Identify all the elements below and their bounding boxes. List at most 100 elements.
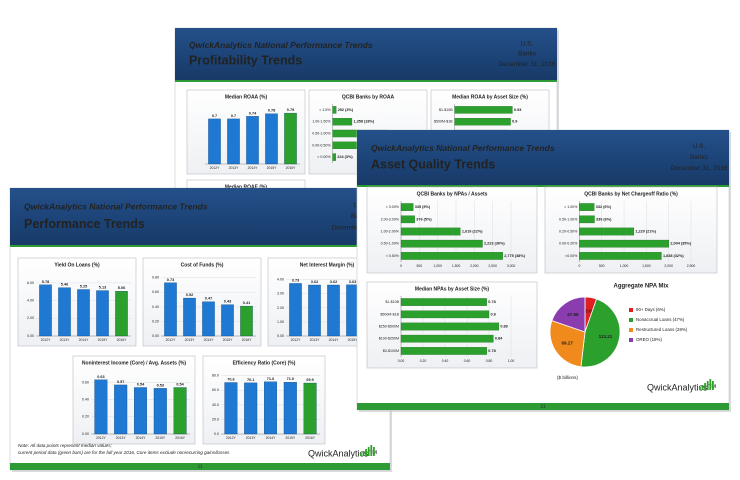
bar [208,118,221,165]
logo-bar [712,381,714,390]
x-tick-label: 2016Y [305,436,316,440]
unit-note: ($ billions) [557,375,578,380]
x-tick-label: 1,500 [642,264,651,268]
bar-value-label: 0.53 [157,383,164,387]
bar [183,297,196,337]
y-tick-label: $1-$10B [439,108,453,112]
y-tick-label: 0.40 [152,305,159,309]
y-tick-label: 0.00 [152,334,159,338]
chart-title: Efficiency Ratio (Core) (%) [233,360,296,366]
report-page: QwickAnalytics National Performance Tren… [9,187,392,472]
chart-title: QCBI Banks by NPAs / Assets [417,191,488,197]
bar [246,116,259,165]
x-tick-label: 2016Y [286,166,297,170]
x-tick-label: 500 [416,264,422,268]
logo-bar [699,387,701,390]
header-title: Asset Quality Trends [371,157,495,171]
legend-label: Restructured Loans (28%) [636,327,688,332]
bar [283,382,297,435]
bar-value-label: 0.89 [500,325,507,329]
logo-bar [709,379,712,390]
bar-value-label: 332 (6%) [596,205,612,209]
bar [400,239,483,248]
x-tick-label: 2014Y [204,338,215,342]
x-tick-label: 2,500 [687,264,696,268]
legend-label: 90+ Days (6%) [636,307,666,312]
y-tick-label: 0.80 [152,276,159,280]
x-tick-label: 2015Y [155,436,166,440]
x-tick-label: 2013Y [310,338,321,342]
chart-title: Yield On Loans (%) [54,262,100,268]
bar-value-label: 0.7 [212,114,217,118]
bar [400,347,487,355]
chart-title: Median ROAE (%) [225,184,268,190]
page-header [357,130,729,185]
y-tick-label: <0.00% [565,254,578,258]
legend-swatch [629,318,633,322]
bar-value-label: 2,223 (30%) [484,242,505,246]
slice-value-label: 13.03 [583,309,595,314]
header-title: Performance Trends [24,217,145,231]
bar-value-label: 69.9 [306,378,313,382]
bar-value-label: 0.9 [512,120,517,124]
legend-label: Nonaccrual Loans (47%) [636,317,685,322]
bar-value-label: 0.43 [224,300,231,304]
legend-swatch [629,308,633,312]
y-tick-label: $500M-$1B [380,312,399,316]
y-tick-label: 0.0 [214,432,219,436]
y-tick-label: 0.00-0.50% [312,143,331,147]
bar-value-label: 224 (3%) [337,155,353,159]
bar [400,252,503,260]
bar-value-label: 0.7 [231,114,236,118]
bar-value-label: 0.73 [167,278,174,282]
logo-bar [367,447,370,456]
chart-title: Aggregate NPA Mix [613,284,669,290]
x-tick-label: 2015Y [98,338,109,342]
x-tick-label: 2014Y [136,436,147,440]
x-tick-label: 0 [578,264,580,268]
x-tick-label: 0.80 [486,359,493,363]
y-tick-label: 0.60 [82,380,89,384]
chart-title: QCBI Banks by Net Chargeoff Ratio (%) [584,191,678,197]
bar [332,106,337,114]
header-kicker: QwickAnalytics National Performance Tren… [371,143,555,153]
bar-value-label: 0.74 [249,111,257,115]
bar-value-label: 71.0 [287,377,294,381]
report-page: QwickAnalytics National Performance Tren… [356,129,731,412]
bar-value-label: 0.52 [186,293,193,297]
bar-value-label: 5.13 [99,286,106,290]
bar [134,387,147,435]
page-header [10,188,390,245]
y-tick-label: 2.00 [277,306,284,310]
bar-value-label: 5.06 [118,286,125,290]
slice-value-label: 47.98 [567,312,579,317]
x-tick-label: 2012Y [166,338,177,342]
chart-title: Median ROAA (%) [225,94,268,100]
bar [265,113,278,165]
page-number: 21 [540,404,546,409]
bar-value-label: 0.78 [268,109,275,113]
logo-bar [701,385,704,390]
logo-bar [373,447,375,456]
bar-value-label: 5.46 [61,283,68,287]
y-tick-label: $500M-$1B [434,120,453,124]
bar-value-label: 0.79 [287,108,294,112]
footnote: current period data (green bars) are for… [18,450,230,455]
bar-value-label: 2,775 (38%) [504,254,525,258]
logo-bar [704,383,706,390]
bar-value-label: 1,358 (18%) [353,120,374,124]
x-tick-label: 2013Y [229,166,240,170]
chart-title: QCBI Banks by ROAA [342,94,395,100]
y-tick-label: 0.00 [82,432,89,436]
y-tick-label: > 1.00% [564,205,578,209]
bar [289,283,302,337]
y-tick-label: 0.20 [152,319,159,323]
x-tick-label: 2012Y [96,436,107,440]
bar-value-label: 0.63 [97,375,104,379]
bar [332,153,336,161]
y-tick-label: 1.00-2.00% [381,229,400,233]
page-number: 11 [198,464,203,469]
page-footer [10,463,390,470]
bar [400,322,500,331]
slice-value-label: 69.27 [561,340,573,345]
